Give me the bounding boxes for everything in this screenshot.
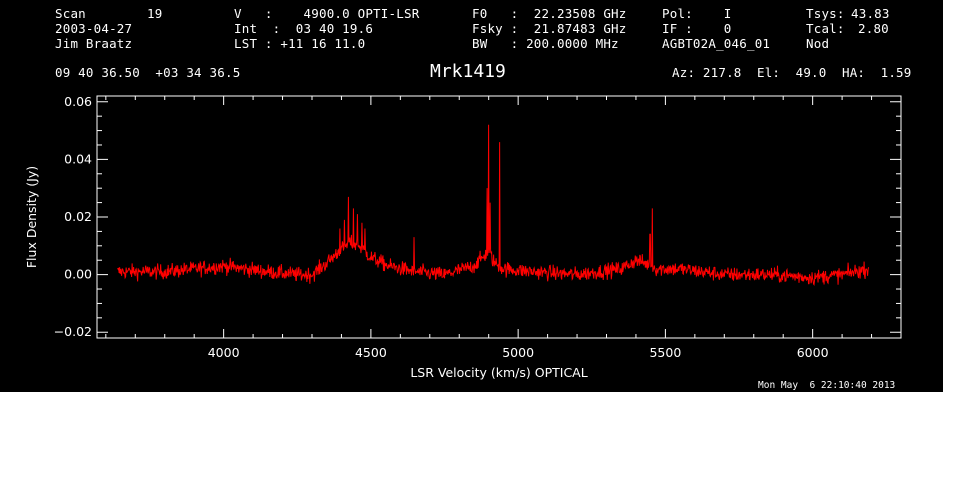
project-id: AGBT02A_046_01 bbox=[662, 36, 771, 51]
y-tick-label: 0.04 bbox=[64, 151, 92, 166]
velocity-line: V : 4900.0 OPTI-LSR bbox=[234, 6, 420, 21]
y-tick-label: 0.00 bbox=[64, 267, 92, 282]
tcal-label: Tcal: bbox=[806, 21, 845, 36]
y-tick-label: 0.02 bbox=[64, 209, 92, 224]
timestamp: Mon May 6 22:10:40 2013 bbox=[758, 380, 896, 391]
observing-mode: Nod bbox=[806, 36, 830, 51]
sky-frequency-line: Fsky : 21.87483 GHz bbox=[472, 21, 627, 36]
trace-layer bbox=[117, 124, 870, 287]
y-tick-label: −0.02 bbox=[54, 324, 92, 339]
obs-date: 2003-04-27 bbox=[55, 21, 133, 36]
axis-layer: 4000 4500 5000 5500 6000 −0.02 0.00 0.02 0.04 0.0… bbox=[54, 94, 902, 360]
source-name: Mrk1419 bbox=[430, 61, 506, 82]
y-axis-label: Flux Density (Jy) bbox=[24, 166, 39, 268]
tsys-label: Tsys: bbox=[806, 6, 845, 21]
rest-frequency-line: F0 : 22.23508 GHz bbox=[472, 6, 627, 21]
x-tick-label: 4500 bbox=[355, 345, 387, 360]
spectrum-trace bbox=[117, 124, 870, 287]
x-tick-label: 6000 bbox=[797, 345, 829, 360]
tcal-value: 2.80 bbox=[858, 21, 889, 36]
if-line: IF : 0 bbox=[662, 21, 732, 36]
x-tick-label: 4000 bbox=[208, 345, 240, 360]
x-tick-label: 5500 bbox=[649, 345, 681, 360]
polarization-line: Pol: I bbox=[662, 6, 732, 21]
scan-label: Scan bbox=[55, 6, 86, 21]
pointing-info: Az: 217.8 El: 49.0 HA: 1.59 bbox=[672, 65, 912, 80]
plot-panel: Scan 19 2003-04-27 Jim Braatz V : 4900.0… bbox=[0, 0, 943, 392]
lst-line: LST : +11 16 11.0 bbox=[234, 36, 366, 51]
x-axis-label: LSR Velocity (km/s) OPTICAL bbox=[410, 365, 587, 380]
source-coordinates: 09 40 36.50 +03 34 36.5 bbox=[55, 65, 241, 80]
observer-name: Jim Braatz bbox=[55, 36, 133, 51]
tsys-value: 43.83 bbox=[851, 6, 890, 21]
integration-line: Int : 03 40 19.6 bbox=[234, 21, 374, 36]
scan-value: 19 bbox=[147, 6, 163, 21]
y-tick-label: 0.06 bbox=[64, 94, 92, 109]
bandwidth-line: BW : 200.0000 MHz bbox=[472, 36, 619, 51]
spectrum-chart: 4000 4500 5000 5500 6000 −0.02 0.00 0.02 0.04 0.0… bbox=[24, 94, 902, 380]
x-tick-label: 5000 bbox=[502, 345, 534, 360]
